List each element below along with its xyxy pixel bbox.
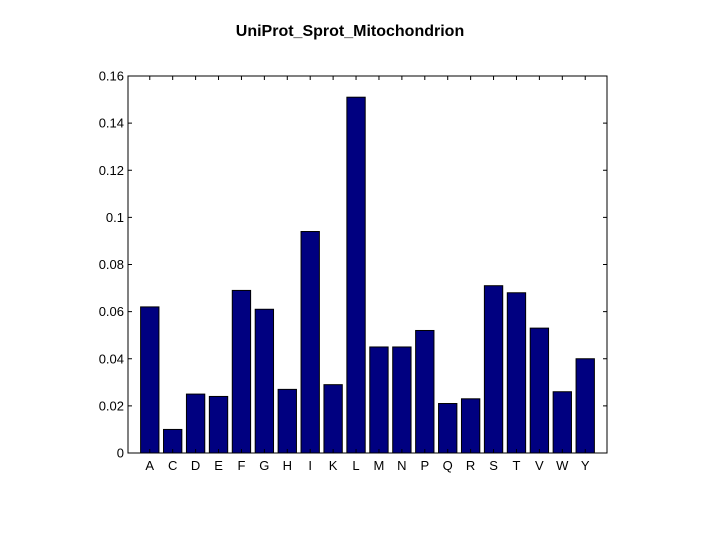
bar-A (140, 306, 160, 454)
x-tick-label-D: D (191, 458, 200, 473)
bar-T (506, 292, 527, 454)
y-tick-label: 0.04 (99, 351, 124, 366)
bar-D (185, 393, 206, 454)
bar-L (346, 96, 366, 454)
y-tick-label: 0.06 (99, 304, 124, 319)
bar-H (277, 388, 297, 454)
bar-S (483, 285, 504, 454)
bar-I (300, 231, 320, 454)
bar-F (231, 289, 252, 454)
bar-W (552, 391, 572, 454)
x-tick-label-G: G (259, 458, 269, 473)
chart-title: UniProt_Sprot_Mitochondrion (236, 23, 464, 40)
x-tick-label-E: E (214, 458, 223, 473)
x-tick-label-W: W (556, 458, 569, 473)
x-tick-label-R: R (466, 458, 475, 473)
bar-G (254, 308, 275, 454)
x-tick-label-K: K (329, 458, 338, 473)
ticks-layer: A C D E F G H I K L M N P Q R S T V W Y 0 0.02 0.04 0.06 0.08 0.1… (99, 69, 607, 473)
y-tick-label: 0.12 (99, 163, 124, 178)
bar-M (369, 346, 389, 454)
axes-box (127, 75, 608, 454)
x-tick-label-V: V (535, 458, 544, 473)
x-tick-label-F: F (237, 458, 245, 473)
x-tick-label-Y: Y (581, 458, 590, 473)
y-tick-label: 0 (117, 446, 124, 461)
bar-V (529, 327, 550, 454)
bar-R (460, 398, 481, 454)
bar-E (208, 395, 229, 454)
y-tick-label: 0.1 (106, 210, 124, 225)
x-tick-label-S: S (489, 458, 498, 473)
x-tick-label-I: I (308, 458, 312, 473)
y-tick-label: 0.08 (99, 257, 124, 272)
bar-K (323, 384, 343, 454)
x-tick-label-L: L (352, 458, 359, 473)
x-tick-label-H: H (283, 458, 292, 473)
bars-layer (140, 96, 595, 454)
bar-Y (575, 358, 595, 454)
x-tick-label-A: A (145, 458, 154, 473)
bar-P (415, 329, 435, 454)
x-tick-label-M: M (374, 458, 385, 473)
y-tick-label: 0.02 (99, 398, 124, 413)
x-tick-label-P: P (420, 458, 429, 473)
x-tick-label-N: N (397, 458, 406, 473)
bar-N (392, 346, 412, 454)
x-tick-label-Q: Q (443, 458, 453, 473)
bar-Q (438, 403, 458, 454)
y-tick-label: 0.16 (99, 69, 124, 84)
x-tick-label-T: T (512, 458, 520, 473)
y-tick-label: 0.14 (99, 116, 124, 131)
x-tick-label-C: C (168, 458, 177, 473)
